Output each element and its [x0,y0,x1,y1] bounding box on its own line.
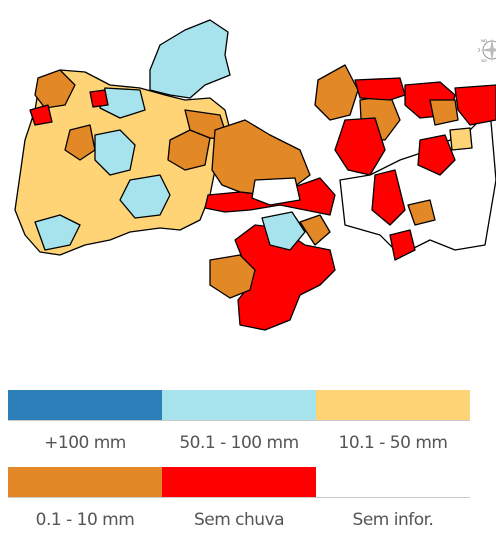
region-east-red-6 [454,84,496,126]
legend-row-2: 0.1 - 10 mm Sem chuva Sem infor. [8,467,470,542]
legend-item-0-10: 0.1 - 10 mm [8,467,162,542]
region-west-blue-3 [34,214,81,251]
legend-label: Sem infor. [316,497,470,542]
region-east-red-3 [371,169,406,226]
legend-label: 0.1 - 10 mm [8,497,162,542]
region-central-white [251,177,301,206]
legend-swatch [162,390,316,420]
legend-swatch [8,390,162,420]
region-south-orange-2 [299,214,331,246]
region-east-orange-3 [407,199,436,226]
legend-label: 50.1 - 100 mm [162,420,316,465]
legend-swatch [162,467,316,497]
region-east-red-2 [354,77,406,101]
compass-label-o: O [478,48,480,54]
legend-item-10-50: 10.1 - 50 mm [316,390,470,465]
legend-item-50-100: 50.1 - 100 mm [162,390,316,465]
legend-label: 10.1 - 50 mm [316,420,470,465]
compass-rose-icon: NO O SO [478,38,496,63]
region-west-red-2 [89,89,109,108]
region-east-orange-1 [314,64,359,121]
legend-item-sem-chuva: Sem chuva [162,467,316,542]
region-west-orange-1 [34,69,76,109]
legend-swatch [316,390,470,420]
region-west-blue-1 [94,129,136,176]
legend-item-100plus: +100 mm [8,390,162,465]
region-east-red-1 [334,117,386,176]
region-east-yellow [449,127,473,151]
region-west-orange-2 [64,124,96,161]
region-east-red-7 [389,229,416,261]
legend-label: Sem chuva [162,497,316,542]
compass-label-no: NO [481,38,487,43]
legend-swatch [316,467,470,497]
region-east-orange-4 [429,99,459,126]
region-east-red-5 [417,134,456,176]
region-west-red-1 [29,104,53,126]
legend: +100 mm 50.1 - 100 mm 10.1 - 50 mm 0.1 -… [8,390,470,542]
region-south-orange [209,254,256,299]
legend-label: +100 mm [8,420,162,465]
rainfall-map [14,19,496,331]
region-west-blue-2 [119,174,171,219]
legend-row-1: +100 mm 50.1 - 100 mm 10.1 - 50 mm [8,390,470,465]
region-north-lobe [149,19,231,99]
legend-item-sem-infor: Sem infor. [316,467,470,542]
region-south-blue [261,211,306,251]
compass-label-so: SO [481,58,487,63]
legend-swatch [8,467,162,497]
